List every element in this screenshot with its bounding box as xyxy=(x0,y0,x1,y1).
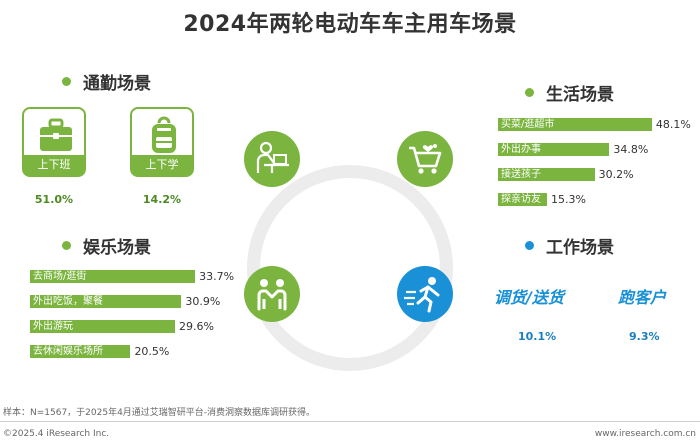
commute-title-text: 通勤场景 xyxy=(83,74,151,94)
green-dot-icon xyxy=(525,88,534,97)
life-value-label: 30.2% xyxy=(598,168,634,181)
life-value-label: 48.1% xyxy=(655,118,691,131)
commute-card-work: 上下班 xyxy=(22,107,86,177)
work-section-title: 工作场景 xyxy=(525,233,614,258)
laptop-user-icon xyxy=(256,141,289,173)
life-value-label: 34.8% xyxy=(613,143,649,156)
page-title: 2024年两轮电动车车主用车场景 xyxy=(183,12,517,37)
work-item-clients: 跑客户 xyxy=(618,288,667,307)
entertain-value-label: 30.9% xyxy=(185,295,221,308)
life-section-title: 生活场景 xyxy=(525,80,614,105)
life-bar: 探亲访友 xyxy=(498,193,547,206)
entertain-bar: 外出游玩 xyxy=(30,320,176,333)
footer-divider xyxy=(0,421,700,422)
life-bar: 接送孩子 xyxy=(498,168,595,181)
site-url: www.iresearch.com.cn xyxy=(594,429,696,439)
commute-label-work: 上下班 xyxy=(24,155,84,175)
blue-dot-icon xyxy=(525,241,534,250)
work-title-text: 工作场景 xyxy=(546,238,614,258)
entertain-value-label: 20.5% xyxy=(134,345,170,358)
running-man-circle xyxy=(397,266,453,322)
laptop-user-circle xyxy=(244,131,300,187)
life-bar: 买菜/逛超市 xyxy=(498,118,652,131)
entertain-bar: 去休闲娱乐场所 xyxy=(30,345,131,358)
entertain-bar: 外出吃饭，聚餐 xyxy=(30,295,182,308)
shopping-cart-circle xyxy=(397,131,453,187)
copyright: ©2025.4 iResearch Inc. xyxy=(3,429,110,439)
entertain-section-title: 娱乐场景 xyxy=(62,233,151,258)
commute-pct-school: 14.2% xyxy=(142,193,182,206)
entertain-bar: 去商场/逛街 xyxy=(30,270,196,283)
work-pct-clients: 9.3% xyxy=(629,330,660,343)
briefcase-icon xyxy=(40,118,72,151)
handshake-icon xyxy=(257,279,287,311)
entertain-value-label: 33.7% xyxy=(199,270,235,283)
life-value-label: 15.3% xyxy=(550,193,586,206)
entertain-title-text: 娱乐场景 xyxy=(83,238,151,258)
work-item-delivery: 调货/送货 xyxy=(494,288,564,307)
backpack-icon xyxy=(152,116,176,153)
handshake-circle xyxy=(244,266,300,322)
commute-label-school: 上下学 xyxy=(132,155,192,175)
green-dot-icon xyxy=(62,77,71,86)
life-bar: 外出办事 xyxy=(498,143,610,156)
sample-note: 样本：N=1567，于2025年4月通过艾瑞智研平台-消费洞察数据库调研获得。 xyxy=(3,408,316,418)
shopping-cart-icon xyxy=(409,144,442,174)
entertain-value-label: 29.6% xyxy=(179,320,214,333)
commute-card-school: 上下学 xyxy=(130,107,194,177)
work-pct-delivery: 10.1% xyxy=(518,330,557,343)
running-man-icon xyxy=(404,277,440,313)
life-title-text: 生活场景 xyxy=(546,85,614,105)
commute-pct-work: 51.0% xyxy=(34,193,74,206)
green-dot-icon xyxy=(62,241,71,250)
commute-section-title: 通勤场景 xyxy=(62,69,151,94)
